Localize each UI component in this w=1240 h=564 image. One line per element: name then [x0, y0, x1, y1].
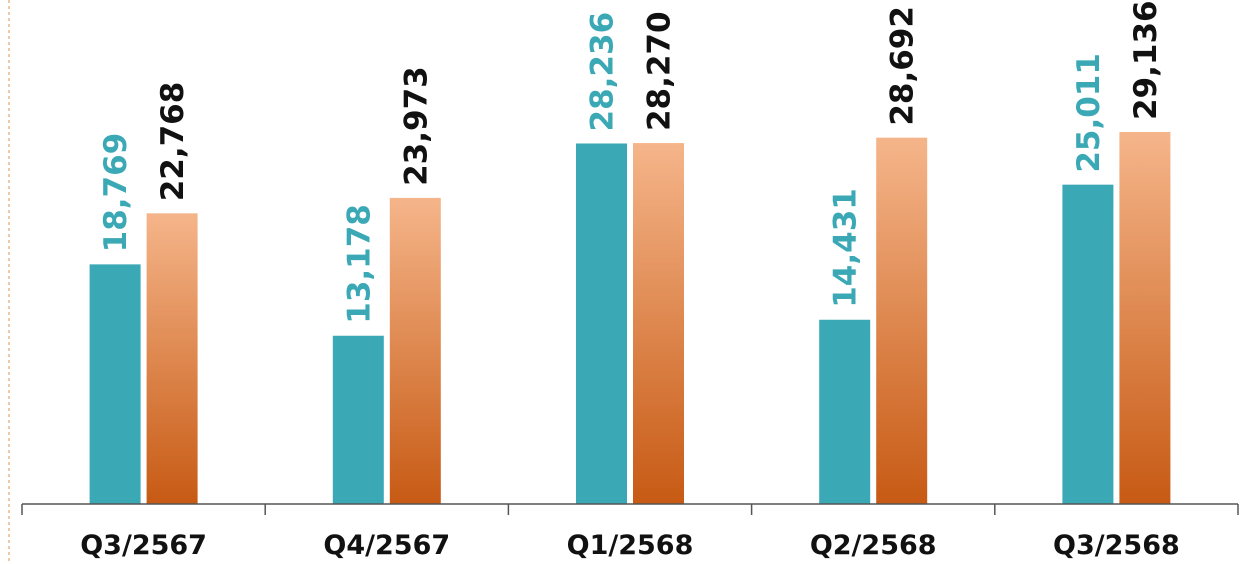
- bar-series-2: [389, 197, 441, 505]
- bar-series-1: [332, 335, 384, 504]
- category-label: Q4/2567: [323, 530, 450, 561]
- value-label-series-2: 23,973: [398, 66, 434, 186]
- bar-series-1: [819, 319, 871, 504]
- bar-series-2: [633, 143, 684, 505]
- value-labels-group: 18,769 22,768 13,178 23,973 28,236 28,270 14,4…: [98, 0, 1164, 323]
- bar-series-2: [876, 137, 928, 504]
- value-label-series-1: 25,011: [1071, 53, 1107, 173]
- bar-series-2: [1119, 132, 1171, 504]
- value-label-series-2: 28,270: [642, 11, 678, 131]
- value-label-series-1: 14,431: [828, 188, 864, 308]
- x-axis-ticks: [21, 504, 1239, 515]
- value-label-series-2: 28,692: [885, 6, 921, 126]
- value-label-series-1: 18,769: [98, 133, 134, 253]
- bars-group: [89, 132, 1171, 505]
- value-label-series-1: 13,178: [341, 204, 377, 324]
- bar-series-1: [89, 264, 141, 504]
- category-label: Q3/2567: [80, 530, 207, 561]
- value-label-series-1: 28,236: [585, 12, 621, 132]
- bar-series-2: [146, 213, 198, 504]
- bar-series-1: [576, 143, 627, 504]
- value-label-series-2: 22,768: [155, 82, 191, 202]
- bar-series-1: [1062, 184, 1114, 504]
- category-label: Q3/2568: [1053, 530, 1180, 561]
- value-label-series-2: 29,136: [1128, 0, 1164, 120]
- category-labels-group: Q3/2567 Q4/2567 Q1/2568 Q2/2568 Q3/2568: [80, 530, 1180, 561]
- category-label: Q2/2568: [810, 530, 937, 561]
- category-label: Q1/2568: [567, 530, 694, 561]
